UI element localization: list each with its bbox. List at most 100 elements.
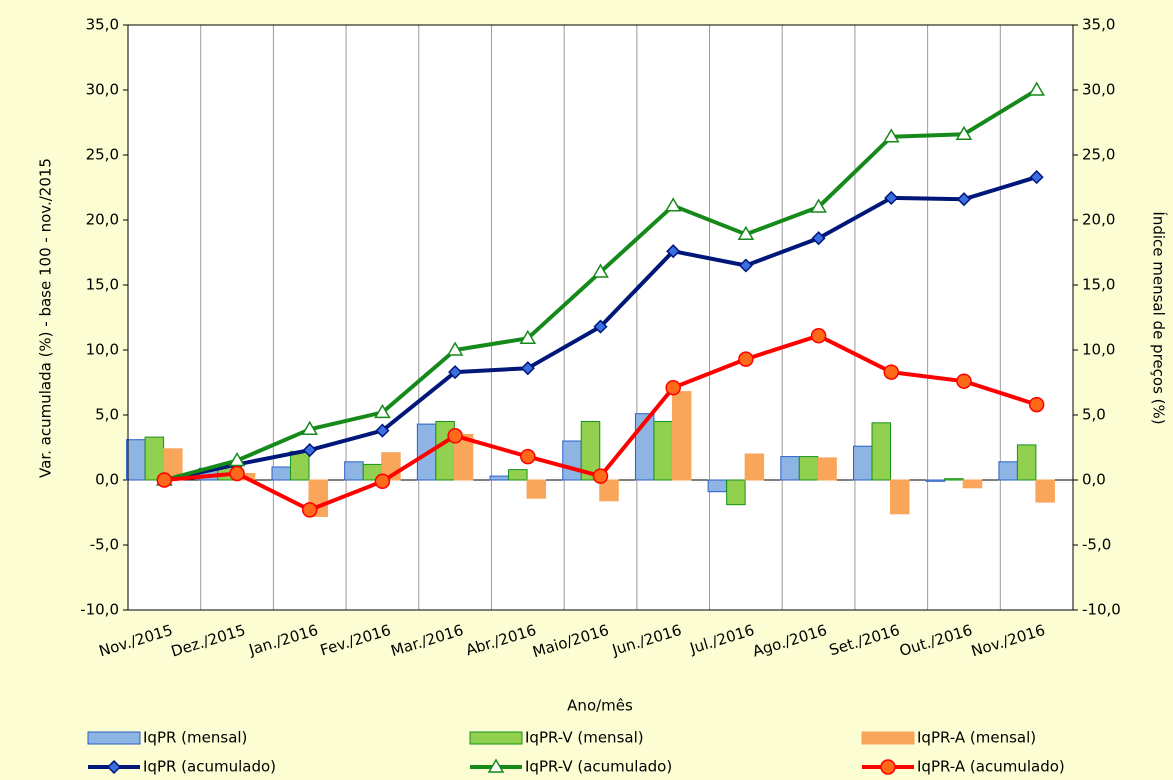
bar	[1016, 444, 1037, 481]
y-tick-label: 0,0	[95, 471, 119, 489]
y-tick-label: 25,0	[86, 146, 119, 164]
bar	[962, 479, 983, 489]
y2-tick-label: 25,0	[1082, 146, 1115, 164]
bar	[998, 461, 1018, 481]
legend-swatch	[469, 731, 523, 745]
x-tick-label: Maio/2016	[530, 621, 611, 661]
x-tick-label: Abr./2016	[464, 621, 539, 659]
point	[882, 128, 900, 143]
plot-area	[128, 25, 1073, 610]
x-tick-label: Ago./2016	[750, 621, 829, 661]
y2-tick-label: 35,0	[1082, 16, 1115, 34]
legend-marker	[487, 758, 505, 773]
point	[593, 319, 608, 334]
bar	[890, 479, 910, 515]
legend-marker	[880, 759, 896, 775]
point	[738, 258, 753, 273]
bar	[726, 479, 746, 506]
point	[884, 190, 899, 205]
point	[447, 428, 463, 444]
point	[955, 125, 973, 140]
bar	[744, 453, 765, 481]
bar	[817, 457, 837, 481]
x-tick-label: Nov./2016	[969, 621, 1047, 660]
point	[956, 373, 972, 389]
point	[737, 225, 755, 241]
x-axis-title: Ano/mês	[567, 697, 633, 715]
x-tick-label: Nov./2015	[97, 621, 175, 660]
point	[810, 198, 827, 213]
y2-tick-label: -10,0	[1082, 601, 1121, 619]
bar	[526, 479, 547, 499]
y-tick-label: 30,0	[86, 81, 119, 99]
point	[374, 473, 391, 490]
bar	[780, 456, 800, 481]
x-tick-label: Jan./2016	[246, 621, 320, 659]
bar	[271, 466, 291, 481]
point	[811, 231, 826, 246]
y2-tick-label: 10,0	[1082, 341, 1115, 359]
bar	[925, 479, 946, 482]
y-tick-label: 20,0	[86, 211, 119, 229]
legend-label: IqPR-A (mensal)	[917, 729, 1036, 747]
point	[156, 472, 173, 488]
legend-label: IqPR-V (mensal)	[525, 729, 644, 747]
y-tick-label: -5,0	[90, 536, 119, 554]
x-tick-label: Mar./2016	[389, 621, 466, 660]
y-axis-title: Var. acumulada (%) - base 100 - nov./201…	[37, 158, 55, 478]
point	[664, 197, 682, 212]
legend-label: IqPR-A (acumulado)	[917, 758, 1065, 776]
point	[229, 465, 245, 482]
y2-tick-label: 30,0	[1082, 81, 1115, 99]
y2-tick-label: 20,0	[1082, 211, 1115, 229]
y-tick-label: 10,0	[86, 341, 119, 359]
bar	[489, 475, 510, 481]
bar	[126, 439, 146, 481]
point	[448, 365, 463, 380]
bar	[944, 478, 964, 481]
bar	[344, 461, 364, 481]
y2-tick-label: 15,0	[1082, 276, 1115, 294]
point	[301, 502, 318, 518]
bar	[671, 391, 692, 481]
x-tick-label: Dez./2015	[169, 621, 248, 661]
point	[446, 341, 464, 356]
bar	[853, 445, 873, 481]
y2-tick-label: 5,0	[1082, 406, 1106, 424]
y-tick-label: 5,0	[95, 406, 119, 424]
bar	[508, 469, 528, 481]
point	[738, 351, 754, 367]
plot-border	[127, 24, 1074, 611]
bar	[289, 450, 310, 481]
bar	[562, 440, 582, 481]
y2-tick-label: 0,0	[1082, 471, 1106, 489]
bar	[580, 421, 601, 481]
y2-tick-label: -5,0	[1082, 536, 1111, 554]
y2-axis-title: Índice mensal de preços (%)	[1150, 211, 1169, 424]
x-tick-label: Jul./2016	[687, 621, 756, 658]
legend-swatch	[861, 731, 915, 745]
x-tick-label: Out./2016	[897, 621, 974, 660]
point	[956, 192, 972, 207]
point	[592, 263, 609, 278]
x-tick-label: Fev./2016	[318, 621, 393, 659]
legend-label: IqPR-V (acumulado)	[525, 758, 672, 776]
point	[665, 379, 681, 396]
point	[592, 468, 609, 484]
y-tick-label: 35,0	[86, 16, 119, 34]
point	[1029, 170, 1044, 185]
y-tick-label: -10,0	[80, 601, 119, 619]
point	[375, 423, 390, 438]
bar	[798, 456, 819, 481]
point	[301, 420, 319, 436]
point	[666, 244, 681, 259]
bar	[453, 434, 474, 481]
x-tick-label: Jun./2016	[609, 621, 684, 659]
point	[520, 448, 536, 465]
y-tick-label: 15,0	[86, 276, 119, 294]
bar	[1035, 479, 1055, 503]
legend-label: IqPR (acumulado)	[143, 758, 276, 776]
legend-marker	[106, 759, 122, 775]
point	[228, 452, 246, 467]
